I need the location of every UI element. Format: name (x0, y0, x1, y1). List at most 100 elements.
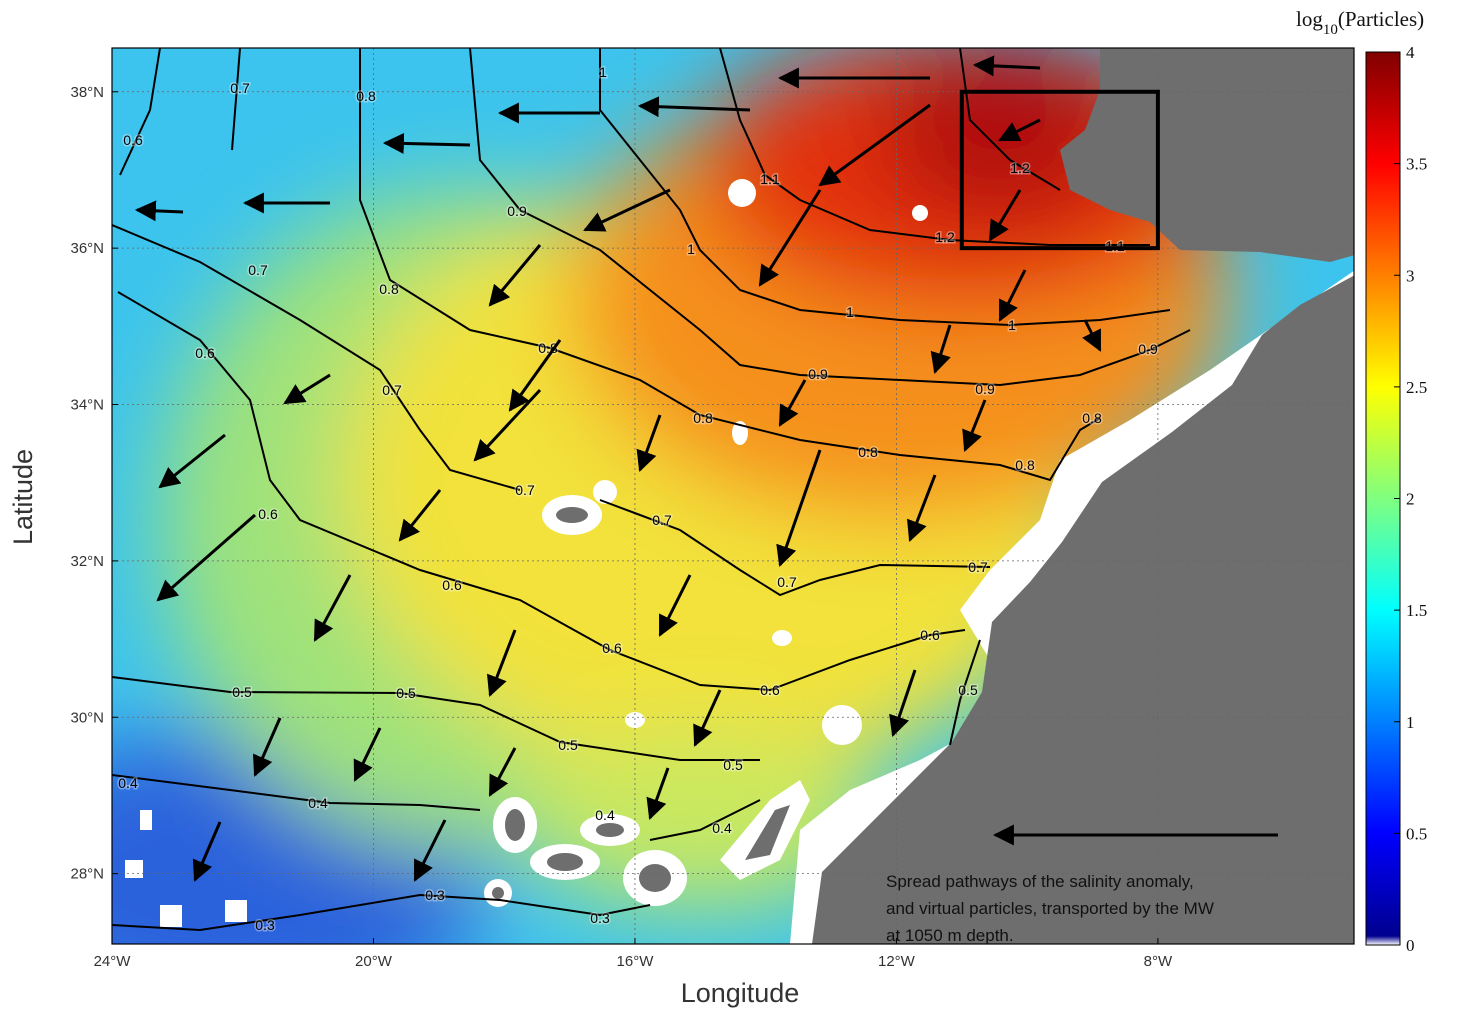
contour-label: 0.3 (590, 910, 610, 926)
pathway-arrow (252, 717, 282, 777)
contour-label: 0.9 (1138, 341, 1158, 357)
pathway-arrow (776, 449, 822, 567)
colorbar-ticks: 0 0.5 1 1.5 2 2.5 3 3.5 4 (1394, 43, 1427, 955)
pathway-arrow (192, 821, 222, 882)
contour-label: 0.9 (507, 203, 527, 219)
contour-label: 0.7 (515, 482, 535, 498)
contour-label: 1 (846, 304, 854, 320)
contour-label: 1 (687, 241, 695, 257)
pathway-arrow (488, 244, 542, 307)
colorbar-label-sub: 10 (1323, 22, 1338, 38)
pathway-arrow (818, 103, 931, 187)
pathway-arrow (313, 574, 352, 642)
contour-label: 0.5 (396, 685, 416, 701)
pathway-arrow (693, 689, 722, 747)
contour-label: 0.6 (442, 577, 462, 593)
y-tick-label: 38°N (70, 84, 104, 101)
contour-label: 0.5 (958, 682, 978, 698)
contour-line (959, 48, 1061, 191)
x-axis-label: Longitude (681, 978, 800, 1008)
contour-line (599, 499, 991, 597)
pathway-arrow (486, 629, 517, 697)
contour-label: 0.8 (379, 281, 399, 297)
contour-label: 0.3 (425, 887, 445, 903)
annotation-line: and virtual particles, transported by th… (886, 899, 1214, 918)
contour-label: 1.2 (935, 229, 955, 245)
contour-label: 0.7 (968, 559, 988, 575)
contour-label: 0.9 (808, 366, 828, 382)
contour-label: 0.6 (760, 682, 780, 698)
contour-label: 0.7 (382, 382, 402, 398)
contour-label: 0.8 (693, 410, 713, 426)
x-tick-label: 20°W (355, 953, 393, 970)
grid (111, 48, 1354, 944)
pathway-arrow (972, 55, 1041, 77)
pathway-arrow (930, 324, 952, 375)
contour-line (117, 291, 966, 692)
contour-label: 0.8 (1015, 457, 1035, 473)
colorbar-tick-label: 2.5 (1406, 378, 1427, 397)
y-tick-label: 36°N (70, 240, 104, 257)
heatmap (112, 48, 1354, 944)
colorbar-tick-label: 1.5 (1406, 601, 1427, 620)
contour-line (949, 639, 981, 746)
pathway-arrow (488, 747, 517, 797)
contour-label: 0.8 (858, 444, 878, 460)
contour-line (112, 893, 651, 932)
contour-label: 0.5 (232, 684, 252, 700)
x-tick-label: 16°W (617, 953, 655, 970)
contour-line (469, 48, 1191, 387)
colorbar-tick-label: 2 (1406, 490, 1415, 509)
contour-line (112, 774, 481, 811)
contour-line (359, 48, 1101, 482)
colorbar-tick-label: 3 (1406, 266, 1415, 285)
pathway-arrow (158, 433, 226, 489)
contour-line (719, 48, 1150, 246)
contour-label: 0.7 (248, 262, 268, 278)
contour-label: 1 (599, 64, 607, 80)
x-tick-label: 8°W (1144, 953, 1173, 970)
contours: 0.3 0.3 0.3 0.4 0.4 0.4 0.4 0.5 0.5 0.5 0.5 0.5 0.6 0… (112, 48, 1191, 935)
contour-line (112, 224, 521, 491)
arrows (134, 55, 1278, 882)
contour-line (649, 799, 761, 841)
pathway-arrow (906, 474, 937, 542)
annotation-line: at 1050 m depth. (886, 926, 1014, 945)
pathway-arrow (508, 339, 562, 412)
colorbar-tick-label: 0 (1406, 936, 1415, 955)
contour-label: 0.4 (595, 807, 615, 823)
study-box (959, 89, 1160, 251)
pathway-arrow (778, 379, 807, 427)
y-tick-label: 30°N (70, 709, 104, 726)
contour-label: 0.7 (230, 80, 250, 96)
pathway-arrow (998, 269, 1027, 322)
pathway-arrow (413, 819, 447, 882)
annotation: Spread pathways of the salinity anomaly,… (886, 872, 1214, 945)
pathway-arrow (398, 489, 442, 542)
pathway-arrow (583, 188, 671, 232)
contour-label: 0.6 (123, 132, 143, 148)
contour-label: 0.7 (652, 512, 672, 528)
contour-label: 0.6 (195, 345, 215, 361)
contour-label: 0.7 (777, 574, 797, 590)
colorbar-tick-label: 1 (1406, 713, 1415, 732)
pathway-arrow (988, 189, 1022, 242)
contour-label: 0.3 (255, 917, 275, 933)
colorbar-tick-label: 3.5 (1406, 155, 1427, 174)
contour-label: 1.1 (760, 171, 780, 187)
pathway-arrow (353, 727, 382, 782)
contour-label: 0.4 (308, 795, 328, 811)
pathway-arrow (134, 200, 184, 222)
pathway-arrow (758, 189, 822, 287)
contour-line (231, 48, 241, 151)
pathway-arrow (636, 414, 662, 472)
contour-label: 0.6 (602, 640, 622, 656)
map-frame (111, 47, 1355, 945)
pathway-arrow (658, 574, 692, 637)
contour-label: 0.6 (258, 506, 278, 522)
contour-label: 0.8 (356, 88, 376, 104)
contour-label: 0.9 (975, 381, 995, 397)
colorbar-label-part: log (1296, 7, 1323, 31)
